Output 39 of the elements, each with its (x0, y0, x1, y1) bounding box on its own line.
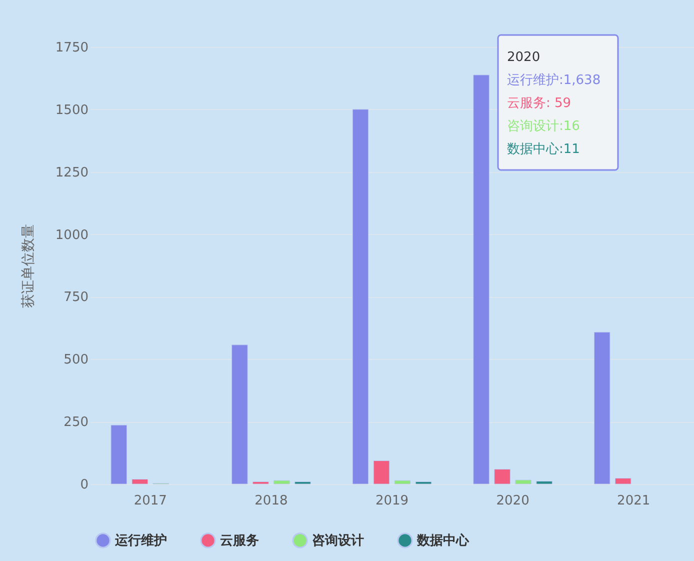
y-axis-title: 获证单位数量 (20, 224, 36, 308)
y-tick-label: 1750 (55, 40, 88, 56)
bar (373, 460, 390, 484)
bar (352, 109, 369, 484)
bar (536, 481, 552, 484)
legend-label: 云服务 (220, 533, 259, 548)
legend-label: 运行维护 (114, 532, 167, 548)
y-tick-label: 250 (64, 415, 88, 430)
bar (473, 74, 490, 484)
annotation: 2020 (507, 50, 540, 65)
annotation: 数据中心:11 (507, 141, 580, 157)
bar (494, 469, 510, 484)
bar (110, 424, 128, 484)
annotation: 运行维护:1,638 (507, 73, 601, 88)
bar (274, 480, 290, 484)
y-tick-label: 1500 (55, 102, 88, 118)
annotation: 咨询设计:16 (507, 119, 580, 134)
bar (614, 478, 632, 484)
y-tick-label: 1000 (55, 228, 88, 243)
y-tick-label: 500 (64, 352, 88, 368)
bar (252, 482, 269, 484)
x-tick-label: 2018 (254, 494, 288, 508)
bar (294, 482, 311, 484)
x-tick-label: 2020 (496, 494, 530, 508)
bar (232, 344, 248, 484)
annotation: 云服务: 59 (507, 96, 572, 111)
x-tick-label: 2017 (134, 494, 167, 508)
y-tick-label: 750 (64, 290, 88, 306)
bar (132, 479, 148, 484)
bar (415, 482, 432, 484)
legend-label: 咨询设计 (312, 533, 364, 548)
y-tick-label: 1250 (55, 165, 88, 180)
x-tick-label: 2021 (617, 494, 650, 508)
bar (515, 480, 532, 484)
legend-label: 数据中心 (416, 532, 470, 548)
x-tick-label: 2019 (375, 494, 409, 508)
y-tick-label: 0 (80, 478, 88, 492)
bar (394, 480, 411, 484)
bar (594, 332, 610, 484)
